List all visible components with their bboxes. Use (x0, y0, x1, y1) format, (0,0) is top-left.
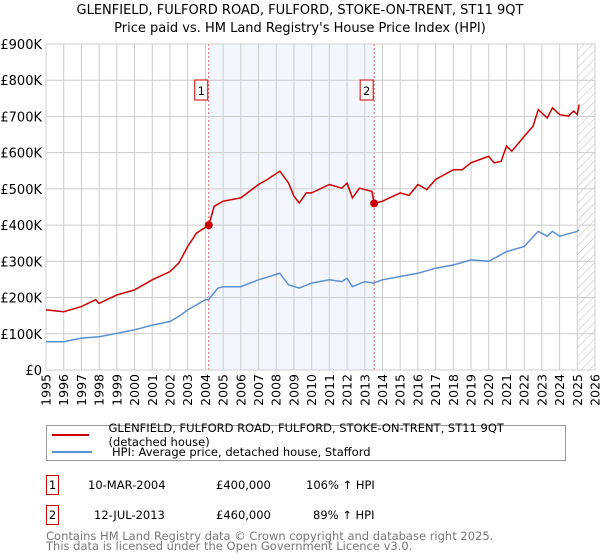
x-tick-label: 2009 (286, 374, 301, 406)
transaction-hpi: 106% ↑ HPI (306, 478, 375, 492)
sale-label-text: 1 (198, 84, 205, 98)
x-tick-label: 2013 (357, 374, 372, 406)
y-tick-label: £0 (25, 364, 42, 379)
legend-label: GLENFIELD, FULFORD ROAD, FULFORD, STOKE-… (108, 421, 504, 449)
legend: GLENFIELD, FULFORD ROAD, FULFORD, STOKE-… (46, 421, 566, 461)
x-tick-label: 2014 (375, 374, 390, 406)
x-tick-label: 2021 (499, 374, 514, 406)
y-tick-label: £900K (0, 38, 42, 53)
x-tick-label: 2001 (145, 374, 160, 406)
x-tick-label: 2005 (216, 374, 231, 406)
x-tick-label: 2002 (162, 374, 177, 406)
x-tick-label: 2003 (180, 374, 195, 406)
plot-border (45, 43, 596, 371)
y-tick-label: £200K (0, 292, 42, 307)
x-tick-label: 2011 (322, 374, 337, 406)
y-tick-label: £300K (0, 255, 42, 270)
x-tick-label: 2020 (481, 374, 496, 406)
legend-swatch-blue (52, 451, 92, 453)
transaction-badge: 2 (46, 505, 59, 525)
footer-copyright: Contains HM Land Registry data © Crown c… (46, 529, 494, 543)
x-tick-label: 2004 (198, 374, 213, 406)
legend-item-hpi: HPI: Average price, detached house, Staf… (47, 443, 371, 461)
legend-label: HPI: Average price, detached house, Staf… (112, 445, 371, 459)
x-tick-label: 2008 (269, 374, 284, 406)
legend-item-property: GLENFIELD, FULFORD ROAD, FULFORD, STOKE-… (47, 421, 565, 449)
transaction-badge: 1 (46, 475, 59, 495)
transaction-price: £400,000 (216, 478, 271, 492)
y-tick-label: £700K (0, 110, 42, 125)
footer-licence: This data is licensed under the Open Gov… (46, 539, 413, 553)
x-tick-label: 2000 (127, 374, 142, 406)
property-series-line (45, 104, 580, 313)
chart-subtitle: Price paid vs. HM Land Registry's House … (114, 21, 486, 36)
x-tick-label: 2022 (517, 374, 532, 406)
x-tick-label: 2006 (233, 374, 248, 406)
transaction-date: 10-MAR-2004 (88, 478, 166, 492)
x-tick-label: 2023 (534, 374, 549, 406)
x-tick-label: 1996 (56, 374, 71, 406)
x-tick-label: 2007 (251, 374, 266, 406)
forecast-hatch-region (577, 44, 595, 370)
y-tick-label: £100K (0, 328, 42, 343)
sale-label-box (359, 79, 374, 101)
x-tick-label: 2012 (340, 374, 355, 406)
x-tick-label: 1998 (92, 374, 107, 406)
sale-label-text: 2 (363, 84, 370, 98)
chart-title: GLENFIELD, FULFORD ROAD, FULFORD, STOKE-… (76, 3, 524, 18)
transaction-date: 12-JUL-2013 (94, 508, 165, 522)
transaction-hpi: 89% ↑ HPI (313, 508, 375, 522)
y-tick-label: £500K (0, 183, 42, 198)
x-tick-label: 2018 (446, 374, 461, 406)
x-tick-label: 2025 (570, 374, 585, 406)
x-tick-label: 2026 (588, 374, 600, 406)
x-tick-label: 2015 (393, 374, 408, 406)
sale-label-box (194, 79, 209, 101)
x-tick-label: 2010 (304, 374, 319, 406)
x-tick-label: 1997 (74, 374, 89, 406)
y-tick-label: £400K (0, 219, 42, 234)
y-tick-label: £800K (0, 74, 42, 89)
x-tick-label: 2019 (464, 374, 479, 406)
x-tick-label: 2016 (410, 374, 425, 406)
y-tick-label: £600K (0, 147, 42, 162)
sale-point (370, 199, 379, 208)
hpi-series-line (46, 229, 580, 343)
plot-area: 1 2 £0 £100K £200K £300K £400K £500K £600K £700K £… (0, 38, 600, 406)
ownership-period-shading (208, 44, 375, 370)
sale-point (204, 221, 213, 230)
transaction-price: £460,000 (216, 508, 271, 522)
x-tick-label: 2017 (428, 374, 443, 406)
x-tick-label: 1995 (39, 374, 54, 406)
x-tick-label: 2024 (552, 374, 567, 406)
x-tick-label: 1999 (109, 374, 124, 406)
legend-swatch-red (52, 434, 89, 436)
